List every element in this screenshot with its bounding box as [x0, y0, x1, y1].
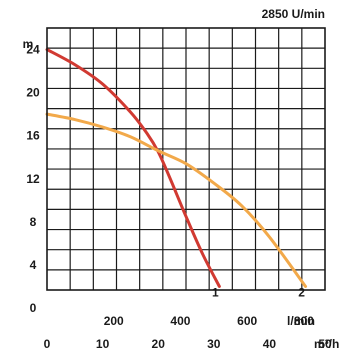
x-primary-unit-label: l/min [287, 314, 315, 328]
y-tick-label: 24 [26, 43, 40, 57]
x-secondary-tick-label: 0 [44, 337, 51, 351]
x-primary-tick-labels: 200 400 600 800 [104, 314, 314, 328]
series-line-2 [45, 112, 308, 288]
y-tick-labels: 0 4 8 12 16 20 24 [26, 43, 40, 315]
x-secondary-tick-label: 50 [318, 337, 332, 351]
x-secondary-tick-label: 30 [207, 337, 221, 351]
x-secondary-unit-label: m³/h [314, 337, 339, 351]
x-secondary-tick-labels: 0 10 20 30 40 50 [44, 337, 332, 351]
x-primary-tick-label: 600 [237, 314, 257, 328]
series-label-2: 2 [298, 285, 305, 299]
x-primary-tick-label: 200 [104, 314, 124, 328]
y-tick-label: 12 [26, 172, 40, 186]
y-tick-label: 4 [30, 258, 37, 272]
series-label-1: 1 [212, 285, 219, 299]
y-tick-label: 0 [30, 301, 37, 315]
y-axis-label: m [23, 37, 34, 51]
y-tick-label: 20 [26, 86, 40, 100]
y-tick-label: 8 [30, 215, 37, 229]
x-secondary-tick-label: 40 [263, 337, 277, 351]
grid [47, 28, 325, 290]
x-secondary-tick-label: 10 [96, 337, 110, 351]
x-primary-tick-label: 800 [294, 314, 314, 328]
series-lines [45, 48, 308, 288]
x-primary-tick-label: 400 [170, 314, 190, 328]
plot-frame [46, 27, 326, 291]
x-secondary-tick-label: 20 [152, 337, 166, 351]
series-line-1 [45, 48, 221, 288]
y-tick-label: 16 [26, 129, 40, 143]
chart-title: 2850 U/min [262, 7, 325, 21]
